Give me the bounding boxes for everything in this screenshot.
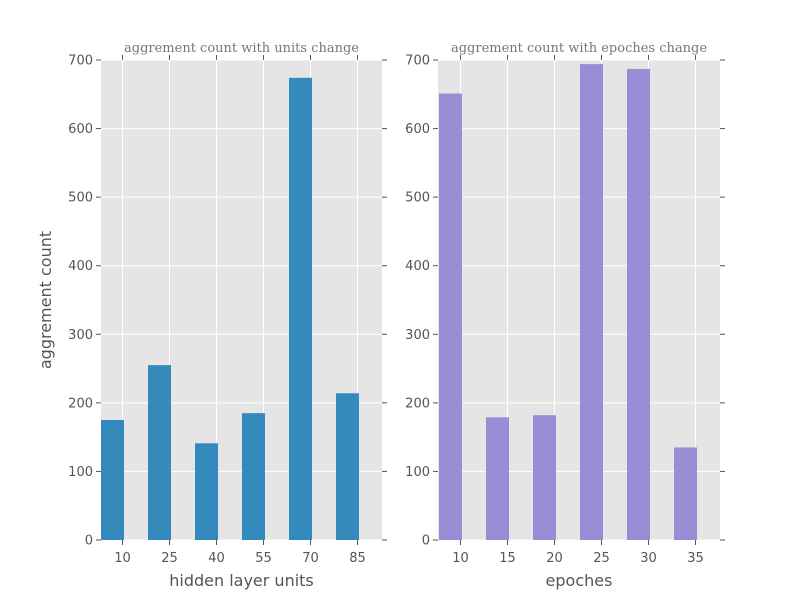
epoches-bar-35	[674, 447, 697, 540]
epoches-subplot: 0 100 200 300 400 500 600 700 10 15 20 25 30 35 aggre…	[405, 41, 725, 590]
units-subplot: 0 100 200 300 400 500 600 700 10 25 40 55 70 85 aggre…	[36, 41, 387, 590]
units-y-tick-label: 100	[68, 465, 93, 480]
units-bars	[101, 77, 359, 540]
units-chart-title: aggrement count with units change	[124, 41, 359, 56]
units-y-tick-label: 400	[68, 259, 93, 274]
epoches-y-tick-label: 300	[405, 328, 430, 343]
epoches-plot-area	[438, 60, 720, 540]
epoches-y-tick-label: 600	[405, 122, 430, 137]
epoches-bar-10	[439, 93, 462, 540]
units-y-tick-label: 200	[68, 396, 93, 411]
units-y-axis-label: aggrement count	[36, 231, 55, 369]
units-y-tick-label: 500	[68, 191, 93, 206]
epoches-ticks: 0 100 200 300 400 500 600 700 10 15 20 25 30 35	[405, 54, 725, 566]
epoches-x-axis-label: epoches	[546, 571, 613, 590]
units-y-tick-label: 0	[85, 534, 93, 549]
units-plot-area	[101, 60, 382, 540]
units-x-tick-label: 10	[114, 551, 131, 566]
epoches-x-tick-label: 30	[640, 551, 657, 566]
units-bar-10	[101, 420, 124, 540]
epoches-y-tick-label: 200	[405, 396, 430, 411]
units-x-tick-label: 70	[302, 551, 319, 566]
epoches-x-tick-label: 15	[499, 551, 516, 566]
units-bar-40	[195, 443, 218, 540]
units-x-tick-label: 40	[208, 551, 225, 566]
epoches-x-tick-label: 35	[687, 551, 704, 566]
epoches-y-tick-label: 700	[405, 54, 430, 69]
units-x-axis-label: hidden layer units	[169, 571, 314, 590]
epoches-x-tick-label: 10	[452, 551, 469, 566]
epoches-x-tick-label: 25	[593, 551, 610, 566]
epoches-y-tick-label: 500	[405, 191, 430, 206]
units-bar-25	[148, 365, 171, 540]
units-y-tick-label: 700	[68, 54, 93, 69]
epoches-bar-15	[486, 417, 509, 540]
epoches-x-tick-label: 20	[546, 551, 563, 566]
epoches-bar-30	[627, 68, 650, 541]
units-bar-85	[336, 393, 359, 540]
epoches-bar-25	[580, 64, 603, 540]
epoches-bar-20	[533, 415, 556, 540]
units-y-tick-label: 300	[68, 328, 93, 343]
epoches-bars	[439, 64, 697, 541]
epoches-chart-title: aggrement count with epoches change	[451, 41, 707, 56]
epoches-y-tick-label: 100	[405, 465, 430, 480]
units-bar-55	[242, 413, 265, 540]
units-y-tick-label: 600	[68, 122, 93, 137]
epoches-y-tick-label: 0	[422, 534, 430, 549]
units-ticks: 0 100 200 300 400 500 600 700 10 25 40 55 70 85	[68, 54, 387, 566]
units-x-tick-label: 25	[161, 551, 178, 566]
epoches-y-tick-label: 400	[405, 259, 430, 274]
units-x-tick-label: 55	[255, 551, 272, 566]
units-x-tick-label: 85	[349, 551, 366, 566]
units-bar-70	[289, 77, 312, 540]
